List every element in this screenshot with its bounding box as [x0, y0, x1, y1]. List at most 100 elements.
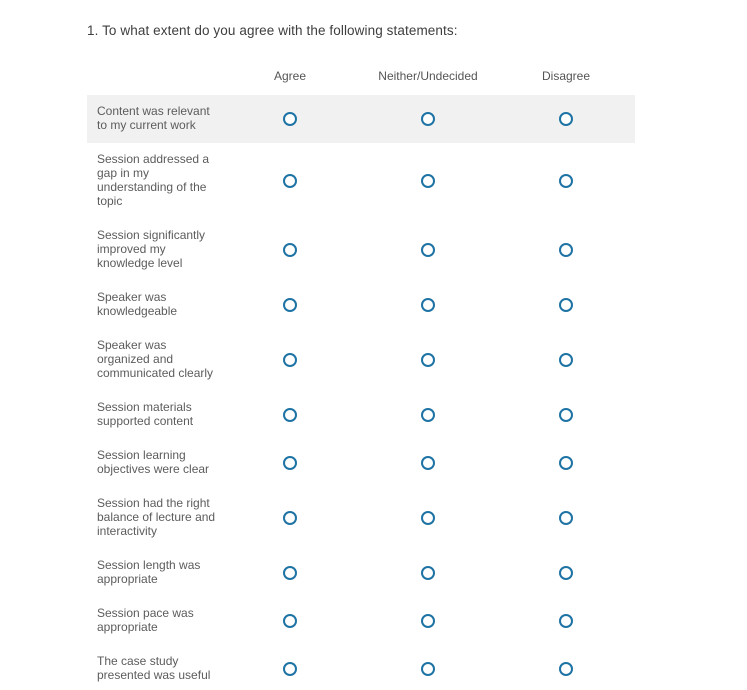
radio-row6-neither-undecided[interactable] [421, 407, 435, 422]
statement-label-text: Speaker was organized and communicated c… [97, 338, 214, 380]
radio-row10-neither-undecided[interactable] [421, 613, 435, 628]
option-cell-disagree [497, 95, 635, 143]
matrix-header-row: Agree Neither/Undecided Disagree [87, 64, 635, 95]
radio-row9-neither-undecided[interactable] [421, 565, 435, 580]
radio-row4-neither-undecided[interactable] [421, 297, 435, 312]
option-cell-neither-undecided [359, 487, 497, 549]
option-cell-agree [221, 645, 359, 690]
statement-label-text: Session significantly improved my knowle… [97, 228, 206, 270]
option-cell-neither-undecided [359, 219, 497, 281]
agreement-matrix: Agree Neither/Undecided Disagree Content w… [87, 64, 635, 690]
column-header-neither-undecided: Neither/Undecided [378, 69, 478, 83]
option-cell-disagree [497, 281, 635, 329]
statement-row: Content was relevant to my current work [87, 95, 635, 143]
radio-row11-disagree[interactable] [559, 661, 573, 676]
radio-row10-disagree[interactable] [559, 613, 573, 628]
statement-row: Speaker was knowledgeable [87, 281, 635, 329]
matrix-header: Agree Neither/Undecided Disagree [87, 64, 635, 95]
option-cell-neither-undecided [359, 645, 497, 690]
statement-row: The case study presented was useful [87, 645, 635, 690]
radio-row5-neither-undecided[interactable] [421, 352, 435, 367]
radio-row4-disagree[interactable] [559, 297, 573, 312]
radio-row8-neither-undecided[interactable] [421, 510, 435, 525]
option-cell-disagree [497, 143, 635, 219]
statement-label-text: Content was relevant to my current work [97, 104, 210, 132]
statement-label: Content was relevant to my current work [87, 95, 221, 143]
radio-row2-neither-undecided[interactable] [421, 173, 435, 188]
radio-row7-neither-undecided[interactable] [421, 455, 435, 470]
radio-row5-disagree[interactable] [559, 352, 573, 367]
matrix-header-spacer [87, 64, 221, 95]
option-cell-agree [221, 219, 359, 281]
option-cell-agree [221, 439, 359, 487]
statement-row: Session length was appropriate [87, 549, 635, 597]
option-cell-agree [221, 391, 359, 439]
statement-label: Speaker was organized and communicated c… [87, 329, 221, 391]
statement-label: Speaker was knowledgeable [87, 281, 221, 329]
option-cell-agree [221, 487, 359, 549]
statement-label-text: The case study presented was useful [97, 654, 211, 682]
radio-row5-agree[interactable] [283, 352, 297, 367]
statement-row: Session significantly improved my knowle… [87, 219, 635, 281]
option-cell-neither-undecided [359, 391, 497, 439]
statement-label: Session learning objectives were clear [87, 439, 221, 487]
option-cell-disagree [497, 549, 635, 597]
radio-row9-disagree[interactable] [559, 565, 573, 580]
radio-row6-agree[interactable] [283, 407, 297, 422]
statement-label: Session length was appropriate [87, 549, 221, 597]
radio-row11-agree[interactable] [283, 661, 297, 676]
option-cell-neither-undecided [359, 439, 497, 487]
matrix-body: Content was relevant to my current work S… [87, 95, 635, 690]
radio-row2-agree[interactable] [283, 173, 297, 188]
statement-label: Session significantly improved my knowle… [87, 219, 221, 281]
statement-label: Session had the right balance of lecture… [87, 487, 221, 549]
option-cell-agree [221, 549, 359, 597]
statement-label: The case study presented was useful [87, 645, 221, 690]
statement-row: Session pace was appropriate [87, 597, 635, 645]
option-cell-neither-undecided [359, 549, 497, 597]
statement-row: Session had the right balance of lecture… [87, 487, 635, 549]
radio-row10-agree[interactable] [283, 613, 297, 628]
radio-row6-disagree[interactable] [559, 407, 573, 422]
option-cell-disagree [497, 597, 635, 645]
option-cell-disagree [497, 219, 635, 281]
statement-label-text: Session had the right balance of lecture… [97, 496, 216, 538]
statement-row: Speaker was organized and communicated c… [87, 329, 635, 391]
radio-row7-agree[interactable] [283, 455, 297, 470]
option-cell-neither-undecided [359, 281, 497, 329]
radio-row3-neither-undecided[interactable] [421, 242, 435, 257]
radio-row8-agree[interactable] [283, 510, 297, 525]
radio-row9-agree[interactable] [283, 565, 297, 580]
radio-row1-disagree[interactable] [559, 111, 573, 126]
radio-row2-disagree[interactable] [559, 173, 573, 188]
option-cell-disagree [497, 329, 635, 391]
radio-row3-agree[interactable] [283, 242, 297, 257]
column-header-disagree: Disagree [541, 69, 591, 83]
column-header-agree: Agree [273, 69, 307, 83]
radio-row1-agree[interactable] [283, 111, 297, 126]
option-cell-agree [221, 329, 359, 391]
statement-label-text: Session addressed a gap in my understand… [97, 152, 210, 208]
option-cell-neither-undecided [359, 143, 497, 219]
option-cell-disagree [497, 645, 635, 690]
statement-label-text: Session materials supported content [97, 400, 194, 428]
option-cell-disagree [497, 487, 635, 549]
option-cell-disagree [497, 439, 635, 487]
option-cell-agree [221, 281, 359, 329]
statement-label-text: Session pace was appropriate [97, 606, 194, 634]
statement-label-text: Session length was appropriate [97, 558, 201, 586]
option-cell-agree [221, 95, 359, 143]
option-cell-neither-undecided [359, 329, 497, 391]
statement-row: Session addressed a gap in my understand… [87, 143, 635, 219]
radio-row4-agree[interactable] [283, 297, 297, 312]
radio-row1-neither-undecided[interactable] [421, 111, 435, 126]
radio-row8-disagree[interactable] [559, 510, 573, 525]
statement-label-text: Session learning objectives were clear [97, 448, 210, 476]
statement-row: Session materials supported content [87, 391, 635, 439]
statement-label-text: Speaker was knowledgeable [97, 290, 178, 318]
radio-row3-disagree[interactable] [559, 242, 573, 257]
radio-row11-neither-undecided[interactable] [421, 661, 435, 676]
question-title: 1. To what extent do you agree with the … [87, 23, 458, 38]
radio-row7-disagree[interactable] [559, 455, 573, 470]
